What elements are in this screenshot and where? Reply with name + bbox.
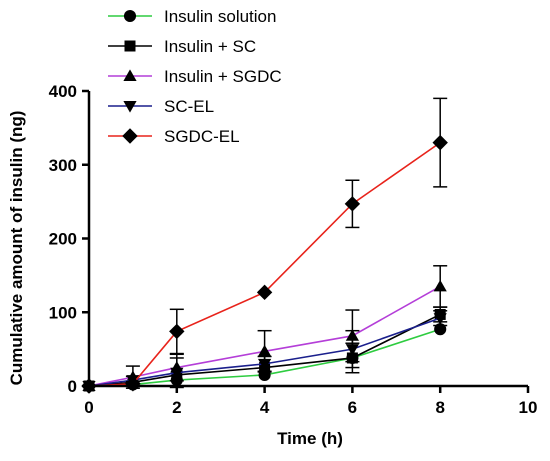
legend-marker	[124, 40, 136, 52]
y-tick-label: 100	[49, 303, 77, 322]
data-point	[344, 196, 361, 212]
data-point	[433, 313, 447, 325]
series-5	[81, 97, 448, 394]
legend-item: SC-EL	[108, 97, 214, 116]
x-tick-label: 4	[260, 398, 270, 417]
legend-item: Insulin + SGDC	[108, 67, 282, 86]
data-point	[125, 376, 141, 392]
series-line	[88, 313, 441, 387]
data-point	[169, 323, 185, 340]
legend-label: Insulin solution	[164, 7, 276, 26]
x-axis-title: Time (h)	[277, 429, 343, 448]
data-point	[170, 367, 184, 380]
legend-item: SGDC-EL	[108, 127, 240, 146]
x-tick-label: 0	[84, 398, 93, 417]
legend-marker	[123, 9, 137, 23]
y-axis-title: Cumulative amount of insulin (ng)	[7, 111, 26, 386]
x-tick-label: 2	[172, 398, 181, 417]
data-point	[256, 284, 273, 301]
legend-label: SGDC-EL	[164, 127, 240, 146]
legend-marker	[123, 101, 137, 113]
legend: Insulin solution Insulin + SC Insulin + SG…	[108, 7, 282, 146]
y-tick-label: 300	[49, 156, 77, 175]
legend-label: SC-EL	[164, 97, 214, 116]
legend-item: Insulin solution	[108, 7, 276, 26]
series-line	[88, 317, 441, 387]
legend-label: Insulin + SC	[164, 37, 256, 56]
legend-marker	[123, 69, 137, 81]
data-point	[258, 344, 272, 357]
y-tick-label: 200	[49, 230, 77, 249]
legend-label: Insulin + SGDC	[164, 67, 282, 86]
legend-marker	[122, 128, 138, 144]
x-tick-label: 8	[435, 398, 444, 417]
series-line	[88, 285, 441, 387]
data-point	[345, 344, 359, 356]
x-tick-label: 10	[519, 398, 538, 417]
data-point	[432, 134, 448, 151]
series-4	[82, 310, 448, 393]
legend-item: Insulin + SC	[108, 37, 256, 56]
plot-area	[81, 97, 448, 394]
series-3	[82, 265, 448, 391]
data-point	[433, 279, 447, 292]
data-point	[258, 358, 272, 371]
y-tick-label: 400	[49, 82, 77, 101]
x-tick-label: 6	[348, 398, 357, 417]
y-tick-label: 0	[68, 377, 77, 396]
